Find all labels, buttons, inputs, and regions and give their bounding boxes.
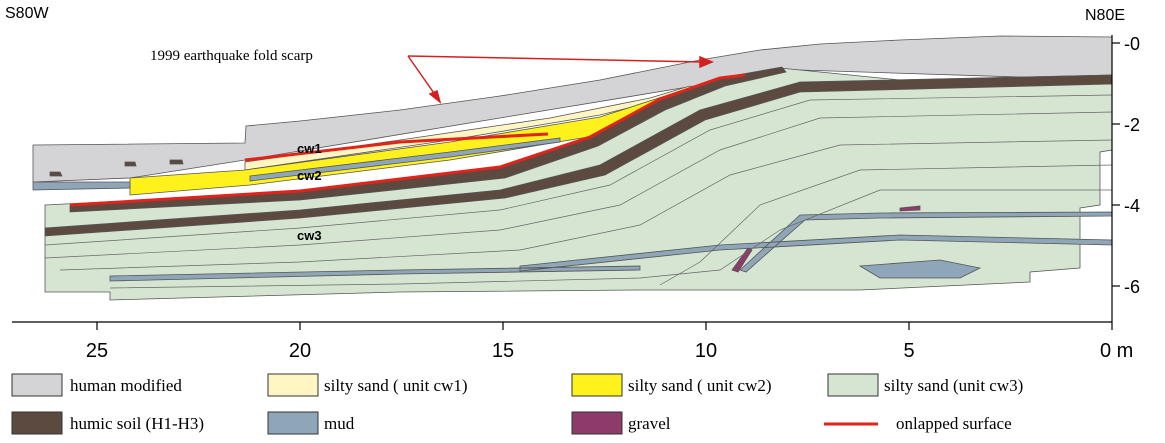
legend-swatch <box>268 374 318 396</box>
legend-swatch <box>268 412 318 434</box>
legend-label: silty sand (unit cw3) <box>884 376 1023 395</box>
legend-swatch <box>572 374 622 396</box>
x-tick-label: 15 <box>492 340 514 362</box>
y-tick-label: -0 <box>1124 34 1140 54</box>
legend-swatch <box>12 374 62 396</box>
legend-label: silty sand ( unit cw1) <box>324 376 468 395</box>
legend: human modified silty sand ( unit cw1) si… <box>12 374 1023 434</box>
legend-label: gravel <box>628 414 671 433</box>
legend-label: humic soil (H1-H3) <box>70 414 204 433</box>
unit-label: cw1 <box>297 141 322 156</box>
annotation: 1999 earthquake fold scarp <box>150 48 313 64</box>
direction-right: N80E <box>1085 7 1125 24</box>
legend-label: human modified <box>70 376 182 395</box>
cross-section-figure: S80W N80E 1999 earthquake fold scarp cw1… <box>0 0 1165 443</box>
section <box>33 36 1112 300</box>
y-tick-label: -4 <box>1124 196 1140 216</box>
x-tick-label: 25 <box>86 340 108 362</box>
unit-label: cw2 <box>297 168 322 183</box>
x-tick-label: 5 <box>903 340 914 362</box>
y-tick-label: -6 <box>1124 277 1140 297</box>
direction-left: S80W <box>5 5 49 22</box>
legend-swatch <box>572 412 622 434</box>
x-tick-label: 20 <box>289 340 311 362</box>
legend-label: onlapped surface <box>896 414 1012 433</box>
legend-label: silty sand ( unit cw2) <box>628 376 772 395</box>
legend-label: mud <box>324 414 355 433</box>
legend-swatch <box>828 374 878 396</box>
unit-label: cw3 <box>297 228 322 243</box>
x-tick-label: 0 m <box>1100 340 1133 362</box>
x-tick-label: 10 <box>695 340 717 362</box>
y-tick-label: -2 <box>1124 115 1140 135</box>
legend-swatch <box>12 412 62 434</box>
